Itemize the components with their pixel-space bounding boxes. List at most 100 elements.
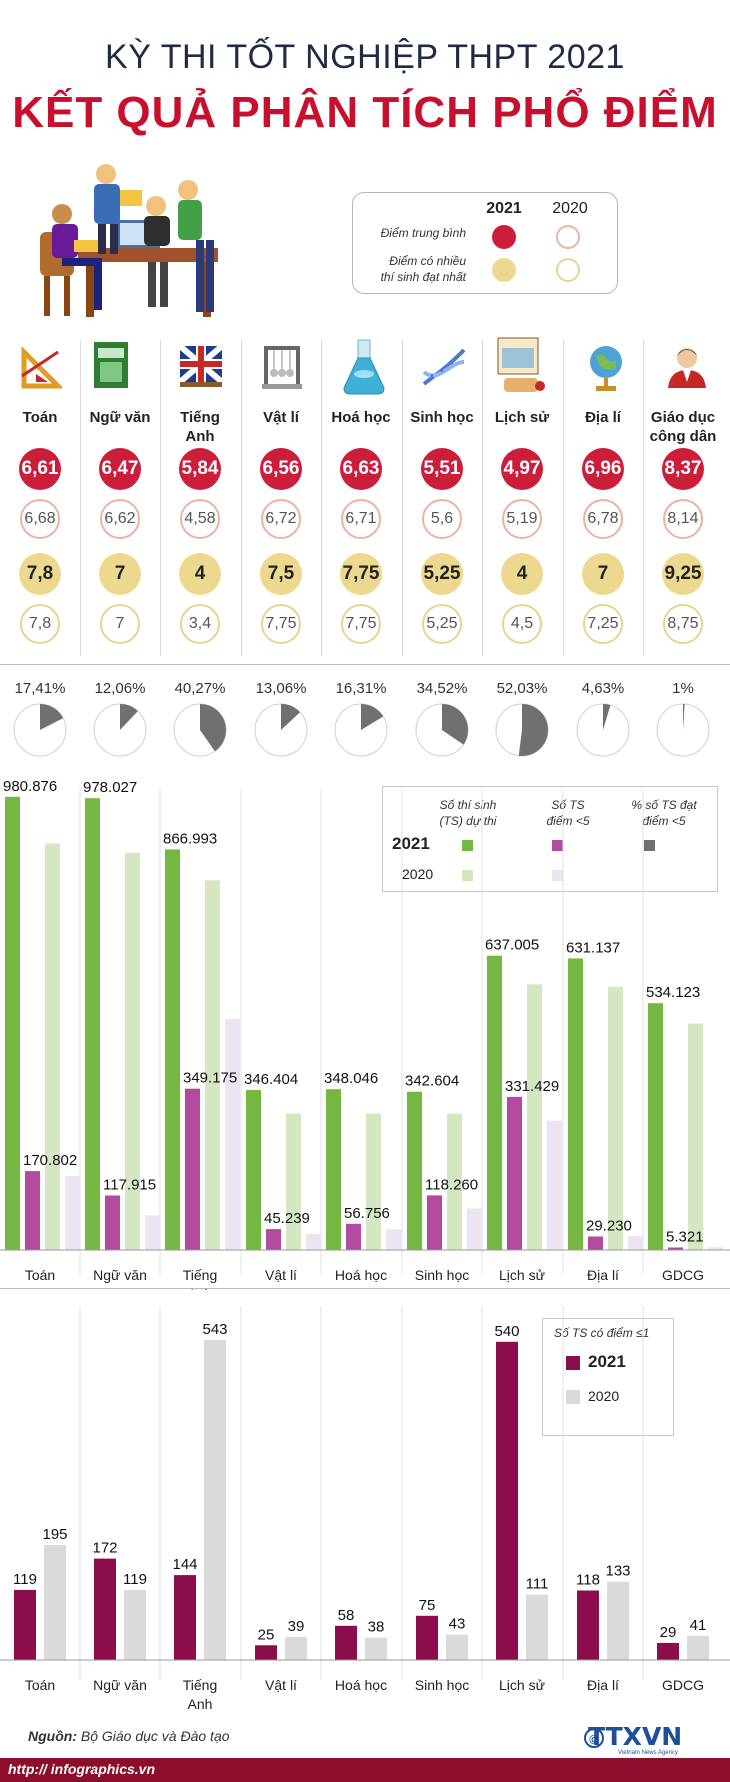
- column-separator: [160, 340, 161, 656]
- chart1-bar: [145, 1215, 160, 1250]
- chart2-value-label: 111: [526, 1576, 549, 1593]
- subject-name-line1: Ngữ văn: [89, 409, 151, 426]
- chart2-bar: [657, 1642, 679, 1660]
- avg-2021-circle: 6,63: [340, 448, 382, 490]
- chart1-bar: [225, 1019, 240, 1250]
- chart1-category-label: Sinh học: [415, 1267, 469, 1283]
- chart1-bar: [467, 1208, 482, 1250]
- chart1-bar: [5, 796, 20, 1250]
- pct-below5-pie: [415, 703, 469, 757]
- avg-2021-circle: 4,97: [501, 448, 543, 490]
- column-separator: [402, 340, 403, 656]
- legend-mode-label-2: thí sinh đạt nhất: [380, 270, 466, 284]
- students-illustration: [40, 164, 218, 317]
- ts-legend-swatch-lt5-2020: [552, 870, 563, 881]
- pie-slice: [361, 704, 384, 730]
- footer-url-link[interactable]: http:// infographics.vn: [8, 1761, 155, 1777]
- chart1-category-label: Địa lí: [587, 1267, 619, 1283]
- chart2-value-label: 119: [13, 1571, 37, 1588]
- chart1-bar: [588, 1236, 603, 1250]
- dna-icon: [422, 348, 466, 386]
- subject-name-line1: Vật lí: [263, 409, 299, 426]
- pie-slice: [603, 704, 611, 730]
- pct-below5-pie: [93, 703, 147, 757]
- ts-chart-legend: [382, 786, 718, 892]
- mode-2021-circle: 7,5: [260, 553, 302, 595]
- chart2-bar: [44, 1545, 66, 1660]
- pct-below5-label: 12,06%: [94, 680, 146, 697]
- chart1-value-label: 342.604: [405, 1073, 459, 1090]
- chart1-bar: [648, 1003, 663, 1250]
- ts-bar-chart: 980.876 170.802 Toán 978.027 117.915 Ngữ văn 8…: [0, 778, 730, 1290]
- section-divider-2: [0, 1288, 730, 1289]
- column-separator: [643, 340, 644, 656]
- column-separator: [482, 340, 483, 656]
- ts-legend-col3-l2: điểm <5: [642, 814, 686, 828]
- chart2-bar: [687, 1635, 709, 1660]
- subject-name: Ngữ văn: [80, 408, 160, 427]
- column-separator: [321, 340, 322, 656]
- ts-legend-swatch-pct: [644, 840, 655, 851]
- ts-legend-swatch-lt5-2021: [552, 840, 563, 851]
- chart2-value-label: 25: [258, 1626, 275, 1643]
- mode-2021-circle: 5,25: [421, 553, 463, 595]
- avg-2020-circle: 5,6: [422, 499, 462, 539]
- avg-2021-circle: 6,61: [19, 448, 61, 490]
- mode-2021-circle: 7: [99, 553, 141, 595]
- pct-below5-label: 17,41%: [14, 680, 66, 697]
- subject-name-line1: Giáo dục: [650, 409, 716, 426]
- chart1-category-label: Vật lí: [265, 1267, 297, 1283]
- chart1-value-label: 631.137: [566, 939, 620, 956]
- avg-2021-circle: 8,37: [662, 448, 704, 490]
- flask-icon: [343, 339, 385, 395]
- subject-name: Địa lí: [563, 408, 643, 427]
- chart2-bar: [365, 1637, 387, 1660]
- le1-chart-legend: [542, 1318, 674, 1436]
- subject-name-line1: Sinh học: [410, 409, 474, 426]
- chart2-category-label: Hoá học: [335, 1677, 387, 1693]
- source-text: Bộ Giáo dục và Đào tạo: [76, 1728, 230, 1744]
- chart1-bar: [628, 1236, 643, 1250]
- pie-slice: [281, 704, 301, 730]
- chart2-category-label: Ngữ văn: [93, 1677, 147, 1693]
- chart2-value-label: 195: [42, 1526, 67, 1543]
- chart2-bar: [526, 1594, 548, 1660]
- chart1-category-label: Lịch sử: [499, 1267, 545, 1283]
- citizen-avatar-icon: [668, 348, 706, 388]
- chart2-value-label: 38: [368, 1619, 385, 1636]
- pct-below5-pie: [495, 703, 549, 757]
- subject-name-line1: Toán: [22, 409, 58, 426]
- chart2-bar: [174, 1575, 196, 1660]
- chart1-value-label: 534.123: [646, 984, 700, 1001]
- column-separator: [241, 340, 242, 656]
- mode-2020-circle: 7,75: [341, 604, 381, 644]
- avg-2021-circle: 6,56: [260, 448, 302, 490]
- section-divider-1: [0, 664, 730, 665]
- chart1-bar: [286, 1113, 301, 1250]
- chart2-bar: [446, 1634, 468, 1660]
- chart1-value-label: 45.239: [264, 1210, 310, 1227]
- chart2-value-label: 133: [605, 1563, 630, 1580]
- mode-2020-circle: 8,75: [663, 604, 703, 644]
- chart1-category-label: Tiếng: [183, 1267, 218, 1283]
- chart1-category-label: GDCG: [662, 1267, 704, 1283]
- page-subtitle: KẾT QUẢ PHÂN TÍCH PHỔ ĐIỂM: [12, 88, 718, 137]
- chart2-category-label: Vật lí: [265, 1677, 297, 1693]
- pct-below5-label: 13,06%: [255, 680, 307, 697]
- mode-2020-circle: 7,75: [261, 604, 301, 644]
- chart1-bar: [507, 1096, 522, 1250]
- ttxvn-logo: TTXVN: [588, 1722, 683, 1751]
- chart2-value-label: 144: [172, 1556, 197, 1573]
- chart1-bar: [407, 1091, 422, 1250]
- chart1-value-label: 117.915: [103, 1177, 156, 1194]
- subject-name-line2: công dân: [649, 428, 717, 445]
- chart2-bar: [204, 1340, 226, 1660]
- chart1-value-label: 56.756: [344, 1205, 390, 1222]
- subject-name-line2: Anh: [185, 428, 215, 445]
- legend-avg-label: Điểm trung bình: [380, 226, 466, 240]
- chart2-value-label: 540: [494, 1323, 519, 1340]
- globe-icon: [590, 346, 622, 391]
- avg-2021-circle: 5,84: [179, 448, 221, 490]
- chart1-bar: [205, 880, 220, 1250]
- chart2-value-label: 58: [338, 1607, 355, 1624]
